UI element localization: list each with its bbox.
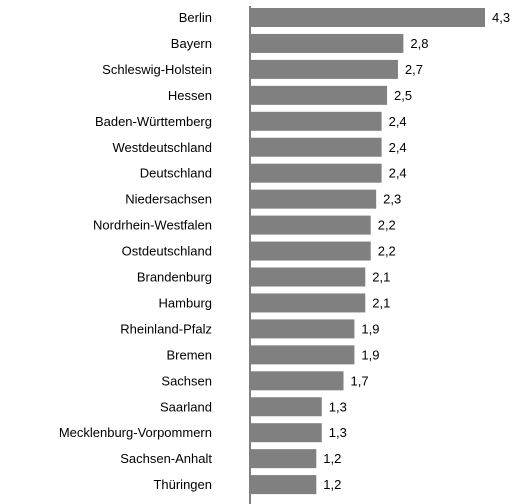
bar xyxy=(251,33,404,53)
bar xyxy=(251,85,388,105)
bar xyxy=(251,8,485,27)
bar xyxy=(251,345,355,365)
value-label: 4,3 xyxy=(492,10,510,25)
bar xyxy=(251,293,366,313)
category-label: Bayern xyxy=(171,36,212,51)
value-label: 2,5 xyxy=(394,88,412,103)
category-label: Sachsen-Anhalt xyxy=(120,451,212,466)
bar xyxy=(251,137,382,157)
bar xyxy=(251,241,371,261)
category-label: Deutschland xyxy=(140,166,212,181)
category-label: Bremen xyxy=(166,347,212,362)
value-label: 2,4 xyxy=(389,114,407,129)
value-label: 2,2 xyxy=(378,218,396,233)
category-label: Niedersachsen xyxy=(125,192,212,207)
bar xyxy=(251,189,377,209)
category-label: Sachsen xyxy=(161,373,212,388)
value-label: 2,3 xyxy=(383,192,401,207)
value-label: 1,7 xyxy=(351,373,369,388)
category-label: Berlin xyxy=(179,10,212,25)
bar xyxy=(251,371,344,391)
category-label: Mecklenburg-Vorpommern xyxy=(59,425,212,440)
bar xyxy=(251,267,366,287)
bar xyxy=(251,319,355,339)
category-label: Schleswig-Holstein xyxy=(102,62,212,77)
category-label: Ostdeutschland xyxy=(122,244,212,259)
value-labels: 4,3 2,8 2,7 2,5 2,4 2,4 2,4 2,3 2,2 2,2 2,1 2,1 1,9 1… xyxy=(323,10,510,492)
value-label: 1,9 xyxy=(361,321,379,336)
value-label: 1,3 xyxy=(329,425,347,440)
category-labels: Berlin Bayern Schleswig-Holstein Hessen Bade… xyxy=(59,10,213,492)
category-label: Rheinland-Pfalz xyxy=(120,321,212,336)
category-label: Nordrhein-Westfalen xyxy=(93,218,212,233)
value-label: 1,3 xyxy=(329,399,347,414)
value-label: 2,1 xyxy=(372,270,390,285)
category-label: Saarland xyxy=(160,399,212,414)
bar xyxy=(251,449,317,469)
category-label: Hessen xyxy=(168,88,212,103)
value-label: 1,9 xyxy=(361,347,379,362)
value-label: 1,2 xyxy=(323,451,341,466)
bar xyxy=(251,59,398,79)
value-label: 2,8 xyxy=(410,36,428,51)
category-label: Brandenburg xyxy=(137,270,212,285)
bar xyxy=(251,163,382,183)
value-label: 1,2 xyxy=(323,477,341,492)
value-label: 2,4 xyxy=(389,140,407,155)
category-label: Westdeutschland xyxy=(113,140,213,155)
bar xyxy=(251,215,371,235)
category-label: Baden-Württemberg xyxy=(95,114,212,129)
bar xyxy=(251,397,322,417)
value-label: 2,2 xyxy=(378,244,396,259)
value-label: 2,4 xyxy=(389,166,407,181)
category-label: Thüringen xyxy=(153,477,212,492)
category-label: Hamburg xyxy=(159,295,212,310)
bar xyxy=(251,475,317,495)
value-label: 2,7 xyxy=(405,62,423,77)
value-label: 2,1 xyxy=(372,295,390,310)
bar xyxy=(251,111,382,131)
bars xyxy=(251,8,485,495)
bar xyxy=(251,423,322,443)
